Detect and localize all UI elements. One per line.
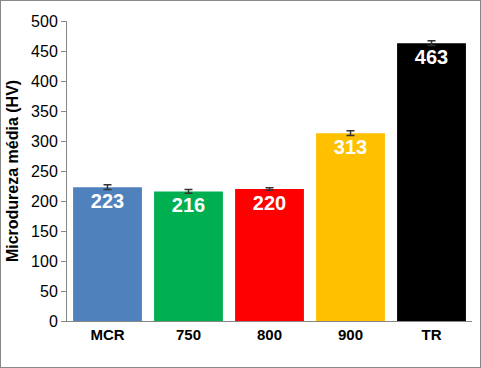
svg-text:450: 450 xyxy=(31,43,58,60)
svg-text:100: 100 xyxy=(31,253,58,270)
svg-text:800: 800 xyxy=(257,326,282,343)
svg-text:463: 463 xyxy=(415,46,448,68)
svg-text:250: 250 xyxy=(31,163,58,180)
svg-text:TR: TR xyxy=(422,326,442,343)
svg-text:50: 50 xyxy=(40,283,58,300)
svg-text:313: 313 xyxy=(334,136,367,158)
svg-text:Microdureza média (HV): Microdureza média (HV) xyxy=(4,80,21,262)
svg-text:350: 350 xyxy=(31,103,58,120)
svg-text:750: 750 xyxy=(176,326,201,343)
svg-text:MCR: MCR xyxy=(90,326,124,343)
svg-text:200: 200 xyxy=(31,193,58,210)
svg-text:220: 220 xyxy=(253,192,286,214)
svg-text:900: 900 xyxy=(338,326,363,343)
svg-text:150: 150 xyxy=(31,223,58,240)
svg-text:0: 0 xyxy=(49,313,58,330)
svg-text:400: 400 xyxy=(31,73,58,90)
svg-text:216: 216 xyxy=(172,194,205,216)
svg-text:300: 300 xyxy=(31,133,58,150)
svg-text:223: 223 xyxy=(91,190,124,212)
svg-text:500: 500 xyxy=(31,13,58,30)
